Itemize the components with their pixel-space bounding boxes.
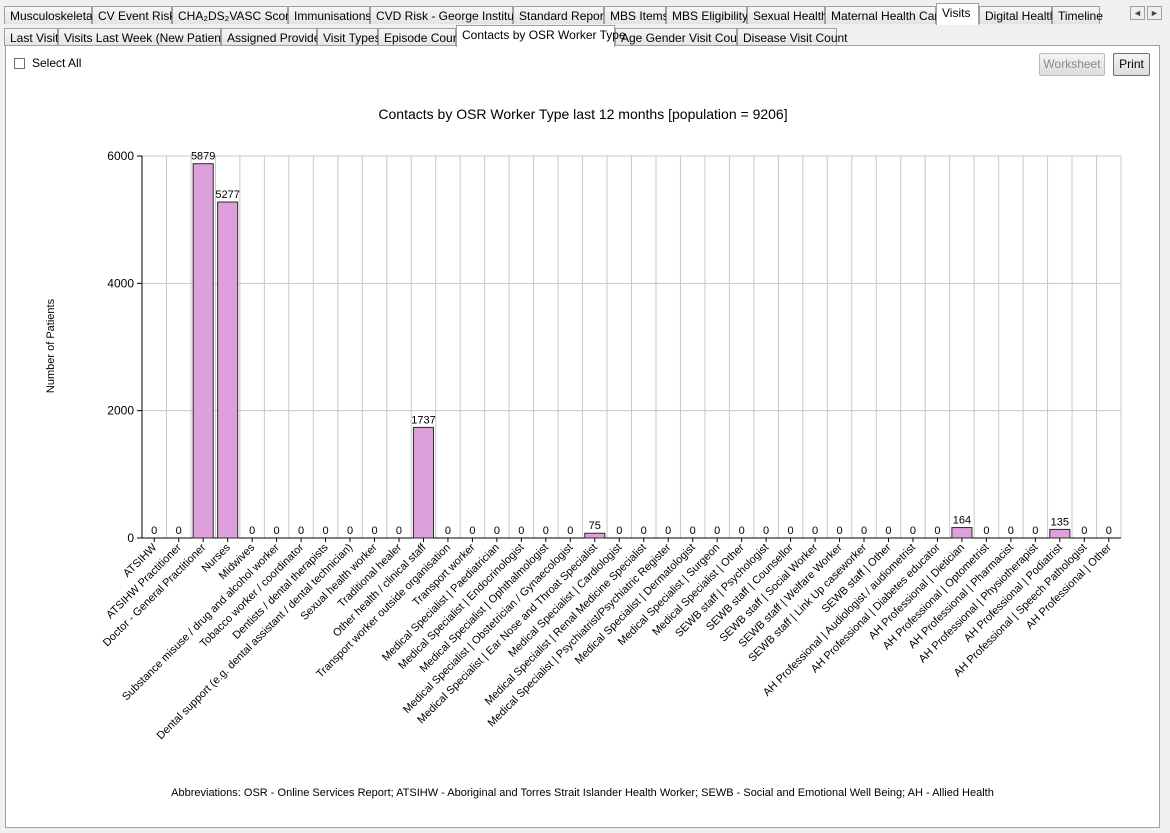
data-label: 0 [788,525,794,537]
data-label: 0 [176,525,182,537]
data-label: 135 [1051,516,1069,528]
select-all-label: Select All [32,56,82,70]
data-label: 0 [934,525,940,537]
data-label: 0 [396,525,402,537]
data-label: 0 [274,525,280,537]
y-axis-label: Number of Patients [45,298,57,393]
subtab-visits-last-week-new-patients[interactable]: Visits Last Week (New Patients) [58,28,234,46]
tab-sexual-health[interactable]: Sexual Health [747,6,828,24]
data-label: 0 [543,525,549,537]
bar [217,201,239,539]
data-label: 0 [861,525,867,537]
report-panel: Select All Worksheet Print Contacts by O… [5,45,1160,828]
subtab-visit-types[interactable]: Visit Types [317,28,381,46]
data-label: 0 [1081,525,1087,537]
tab-immunisations[interactable]: Immunisations [288,6,371,24]
tab-maternal-health-care[interactable]: Maternal Health Care [825,6,945,24]
data-label: 1737 [411,414,435,426]
data-label: 0 [1032,525,1038,537]
data-label: 0 [347,525,353,537]
data-label: 0 [1106,525,1112,537]
data-label: 0 [910,525,916,537]
data-label: 5277 [215,189,239,201]
tab-standard-reports[interactable]: Standard Reports [513,6,613,24]
data-label: 0 [690,525,696,537]
tab-scroll-buttons: ◄ ► [1130,5,1164,20]
tab-mbs-eligibility[interactable]: MBS Eligibility [666,6,748,24]
tab-cv-event-risk[interactable]: CV Event Risk [92,6,175,24]
data-label: 0 [836,525,842,537]
data-label: 0 [714,525,720,537]
data-label: 0 [739,525,745,537]
bar [584,532,606,539]
y-tick-label: 2000 [107,404,134,418]
subtab-assigned-provider[interactable]: Assigned Provider [221,28,324,46]
data-label: 0 [885,525,891,537]
scroll-right-icon[interactable]: ► [1147,6,1162,20]
data-label: 0 [371,525,377,537]
tab-timeline[interactable]: Timeline [1052,6,1103,24]
data-label: 0 [249,525,255,537]
chart-title: Contacts by OSR Worker Type last 12 mont… [378,106,787,122]
tab-visits[interactable]: Visits [936,3,979,25]
subtab-last-visit[interactable]: Last Visit [4,28,58,46]
bar [951,527,973,539]
data-label: 0 [567,525,573,537]
data-label: 0 [763,525,769,537]
data-label: 0 [151,525,157,537]
y-tick-label: 0 [127,531,134,545]
data-label: 0 [298,525,304,537]
subtab-contacts-by-osr-worker-type[interactable]: Contacts by OSR Worker Type [456,25,626,47]
bar [1049,528,1071,539]
bar-chart: Contacts by OSR Worker Type last 12 mont… [45,106,1122,742]
abbreviations-footnote: Abbreviations: OSR - Online Services Rep… [171,787,994,799]
subtab-age-gender-visit-count[interactable]: Age Gender Visit Count [615,28,747,46]
subtab-episode-count[interactable]: Episode Count [378,28,463,46]
tab-cha-ds-vasc-score[interactable]: CHA₂DS₂VASC Score [172,6,296,24]
data-label: 0 [518,525,524,537]
data-label: 0 [445,525,451,537]
y-tick-label: 4000 [107,276,134,290]
data-label: 0 [616,525,622,537]
data-label: 75 [589,520,601,532]
data-label: 0 [1008,525,1014,537]
bar [412,426,434,539]
select-all-control[interactable]: Select All [14,56,81,70]
data-label: 0 [812,525,818,537]
subtab-disease-visit-count[interactable]: Disease Visit Count [737,28,848,46]
tab-mbs-items[interactable]: MBS Items [604,6,669,24]
tab-digital-health[interactable]: Digital Health [979,6,1056,24]
print-button[interactable]: Print [1113,53,1150,76]
data-label: 5879 [191,151,215,163]
select-all-checkbox[interactable] [14,57,25,69]
scroll-left-icon[interactable]: ◄ [1130,6,1145,20]
bar [192,163,214,539]
tab-musculoskeletal[interactable]: Musculoskeletal [4,6,95,24]
worksheet-button[interactable]: Worksheet [1039,53,1105,76]
y-tick-label: 6000 [107,149,134,163]
data-label: 0 [665,525,671,537]
data-label: 164 [953,515,971,527]
data-label: 0 [469,525,475,537]
tab-cvd-risk-george-institute[interactable]: CVD Risk - George Institute [370,6,524,24]
data-label: 0 [983,525,989,537]
data-label: 0 [323,525,329,537]
data-label: 0 [494,525,500,537]
data-label: 0 [641,525,647,537]
